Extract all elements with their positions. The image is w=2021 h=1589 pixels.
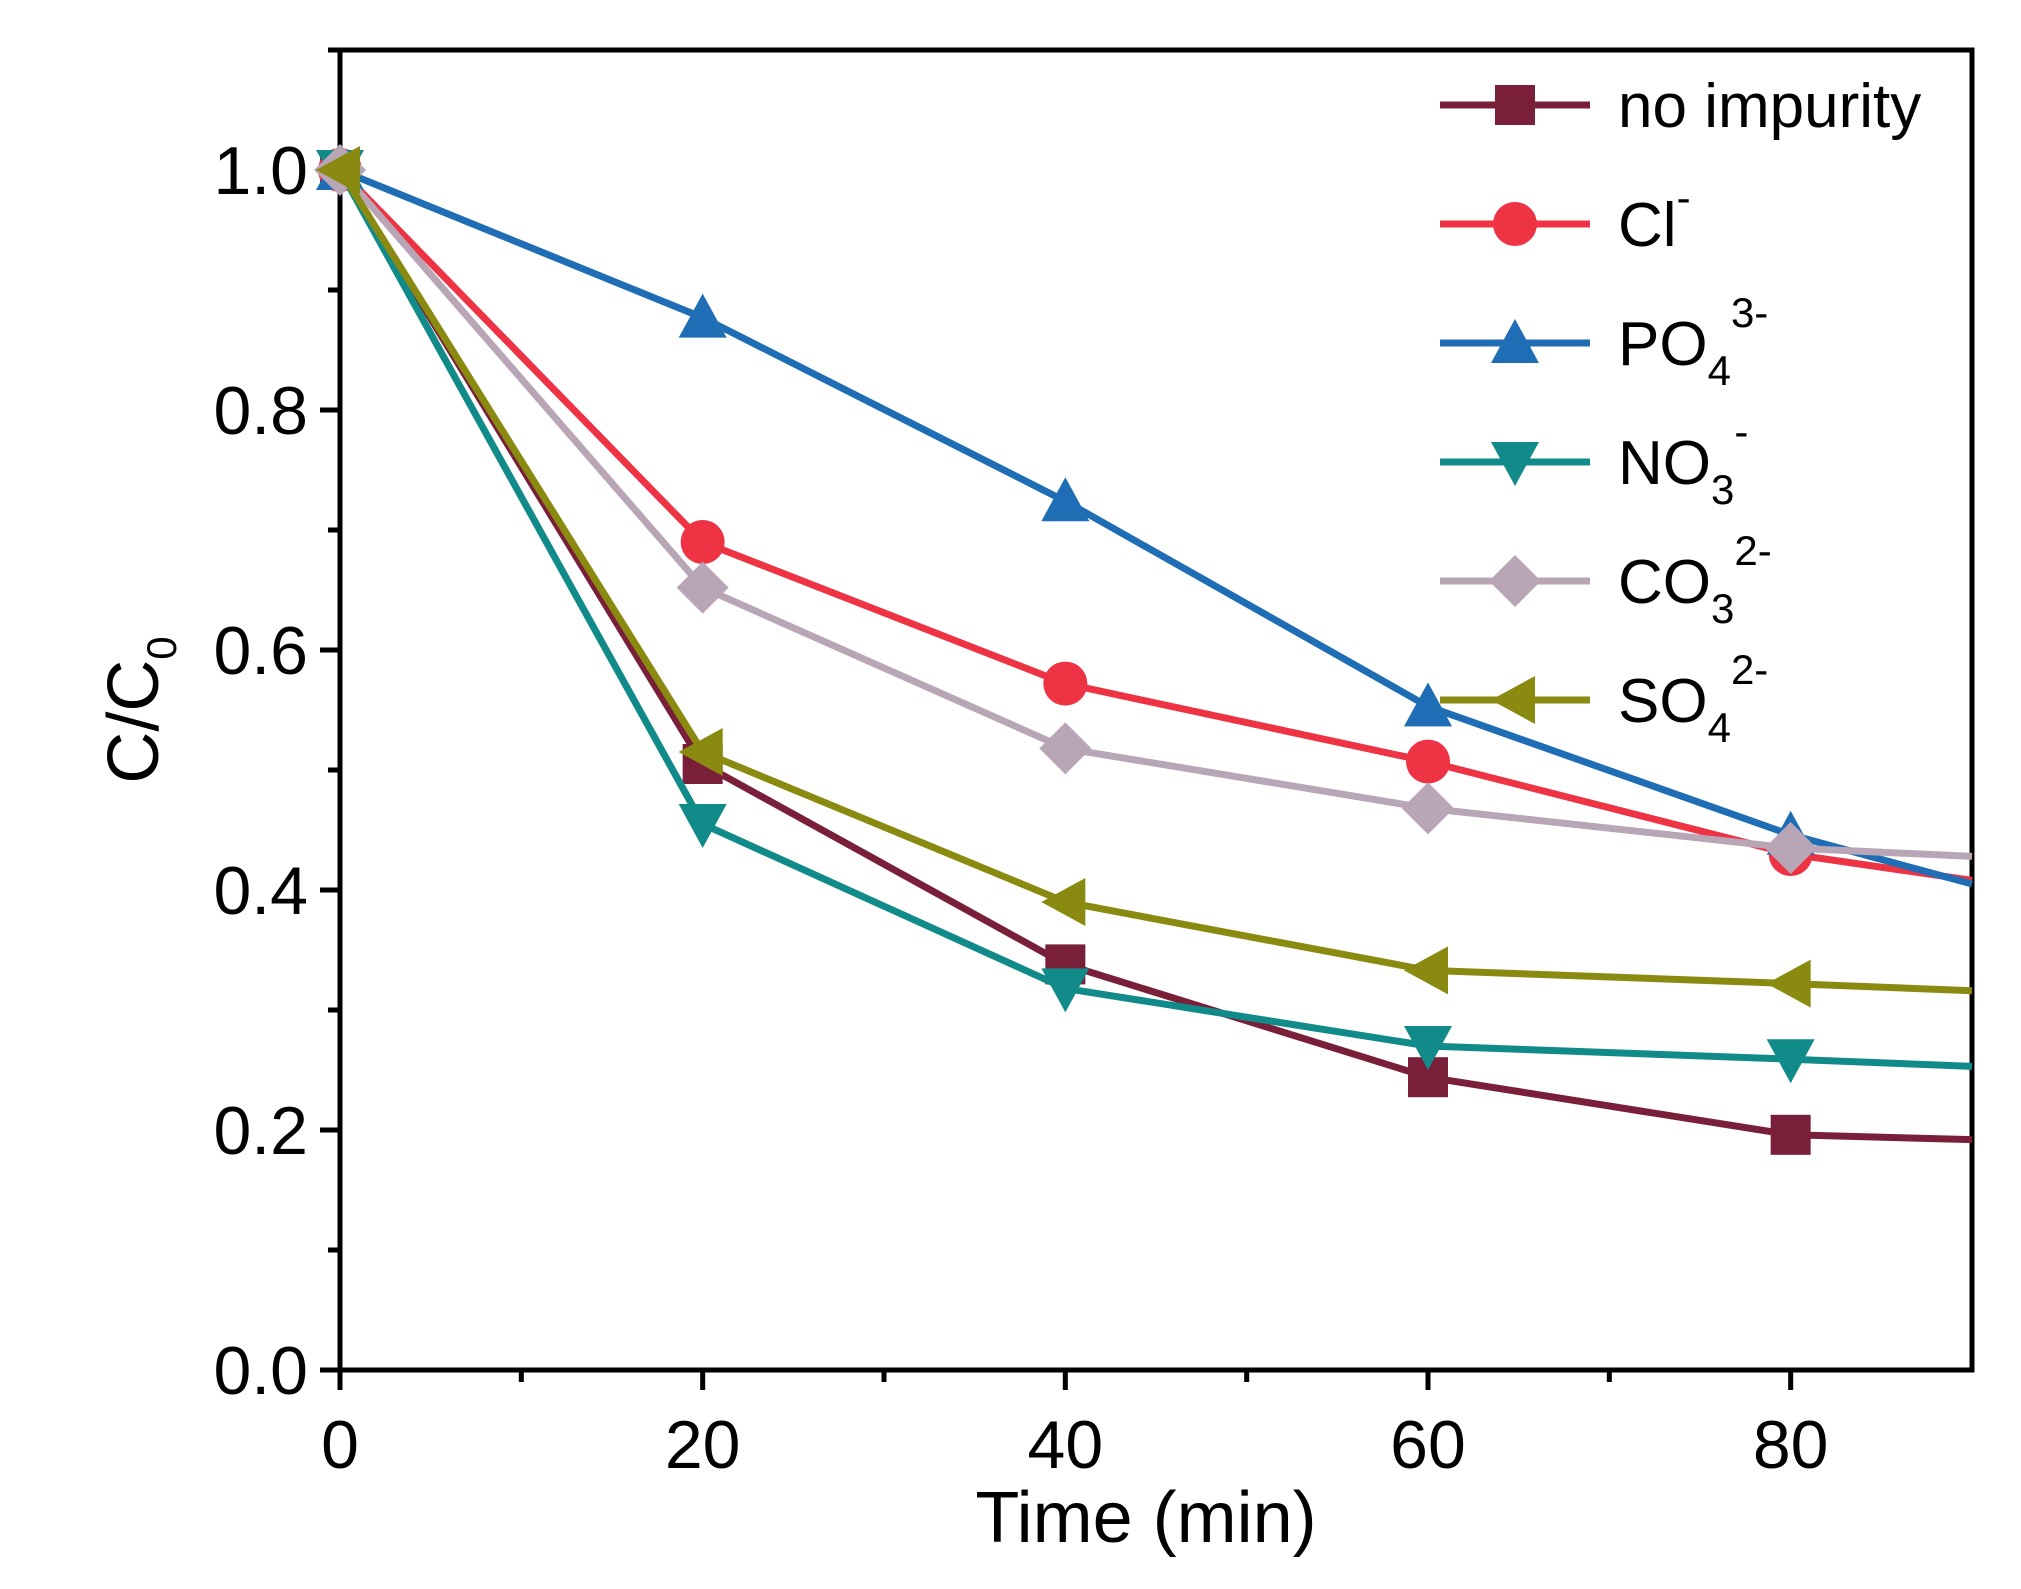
legend-marker [1491, 319, 1539, 363]
data-point [1404, 1026, 1452, 1070]
legend-label-subscript: 4 [1708, 704, 1731, 751]
legend-label-subscript: 4 [1708, 347, 1731, 394]
legend-label-superscript: - [1677, 174, 1691, 221]
legend-label: no impurity [1618, 72, 1921, 141]
series-line [336, 168, 1973, 1070]
data-point [1764, 822, 1817, 874]
legend-label: NO3- [1618, 408, 1748, 513]
y-axis-title-main: C/C [94, 660, 174, 784]
legend-label-main: Cl [1618, 191, 1677, 260]
axes: 0 20 40 60 80 0.0 0.2 0.4 0.6 0.8 1.0 [213, 47, 1975, 1483]
y-tick-label: 0.8 [213, 373, 308, 449]
y-tick-label: 0.0 [213, 1333, 308, 1409]
series-line [337, 168, 1973, 1144]
data-point [1402, 782, 1454, 835]
y-tick-label: 0.4 [213, 853, 308, 929]
x-axis-title: Time (min) [975, 1478, 1316, 1558]
series-line [337, 167, 1973, 860]
y-axis-title-subscript: 0 [138, 636, 185, 659]
y-axis-title: C/C0 [94, 636, 185, 783]
data-point [678, 728, 723, 776]
series-line [337, 168, 1973, 995]
legend-label-subscript: 3 [1711, 585, 1734, 632]
legend-label-superscript: 3- [1731, 289, 1768, 336]
plot-frame [337, 47, 1975, 1373]
y-tick-label: 0.2 [213, 1093, 308, 1169]
series-5 [316, 146, 1973, 1008]
legend-marker [1491, 442, 1539, 486]
series-2 [316, 146, 1973, 888]
legend-label-superscript: - [1734, 408, 1748, 455]
legend-marker [1493, 202, 1537, 246]
data-point [1770, 1114, 1811, 1155]
data-point [1043, 661, 1088, 706]
data-point [1041, 477, 1090, 522]
y-tick-label: 1.0 [213, 133, 308, 209]
legend-entry: PO43- [1440, 289, 1768, 394]
legend-label-main: CO [1618, 548, 1711, 617]
legend-marker [1495, 85, 1535, 125]
legend-marker [1489, 555, 1541, 607]
legend-entry: NO3- [1440, 408, 1748, 513]
series-line [338, 166, 1973, 888]
legend-label: SO42- [1618, 646, 1768, 751]
x-tick-label: 60 [1390, 1407, 1466, 1483]
legend-entry: CO32- [1440, 527, 1772, 632]
legend-label-superscript: 2- [1734, 527, 1771, 574]
x-tick-label: 80 [1753, 1407, 1829, 1483]
x-tick-label: 20 [665, 1407, 741, 1483]
data-point [1041, 878, 1086, 926]
data-point [1766, 1039, 1815, 1084]
data-point [676, 561, 729, 614]
series-lines [314, 144, 1973, 1155]
legend-label-subscript: 3 [1711, 466, 1734, 513]
legend-label: CO32- [1618, 527, 1772, 632]
legend-label: Cl- [1618, 174, 1691, 260]
legend-label: PO43- [1618, 289, 1768, 394]
data-point [1766, 959, 1811, 1008]
data-point [1039, 722, 1092, 775]
data-point [678, 804, 727, 848]
legend-label-superscript: 2- [1731, 646, 1768, 693]
data-point [680, 520, 725, 564]
data-point [1404, 946, 1448, 995]
legend-marker [1491, 676, 1535, 724]
series-line [337, 167, 1973, 884]
legend-label-main: no impurity [1618, 72, 1921, 141]
x-tick-label: 40 [1028, 1407, 1104, 1483]
legend-entry: Cl- [1440, 174, 1691, 260]
x-tick-label: 0 [321, 1407, 359, 1483]
legend-entry: SO42- [1440, 646, 1768, 751]
data-point [1041, 968, 1090, 1013]
data-point [316, 146, 360, 194]
data-point [1406, 739, 1450, 784]
legend-label-main: NO [1618, 429, 1711, 498]
legend-label-main: SO [1618, 667, 1708, 736]
data-point [1404, 682, 1452, 727]
data-point [678, 293, 727, 338]
series-1 [318, 148, 1973, 884]
legend-entry: no impurity [1440, 72, 1921, 141]
y-tick-label: 0.6 [213, 613, 308, 689]
legend-label-main: PO [1618, 310, 1708, 379]
